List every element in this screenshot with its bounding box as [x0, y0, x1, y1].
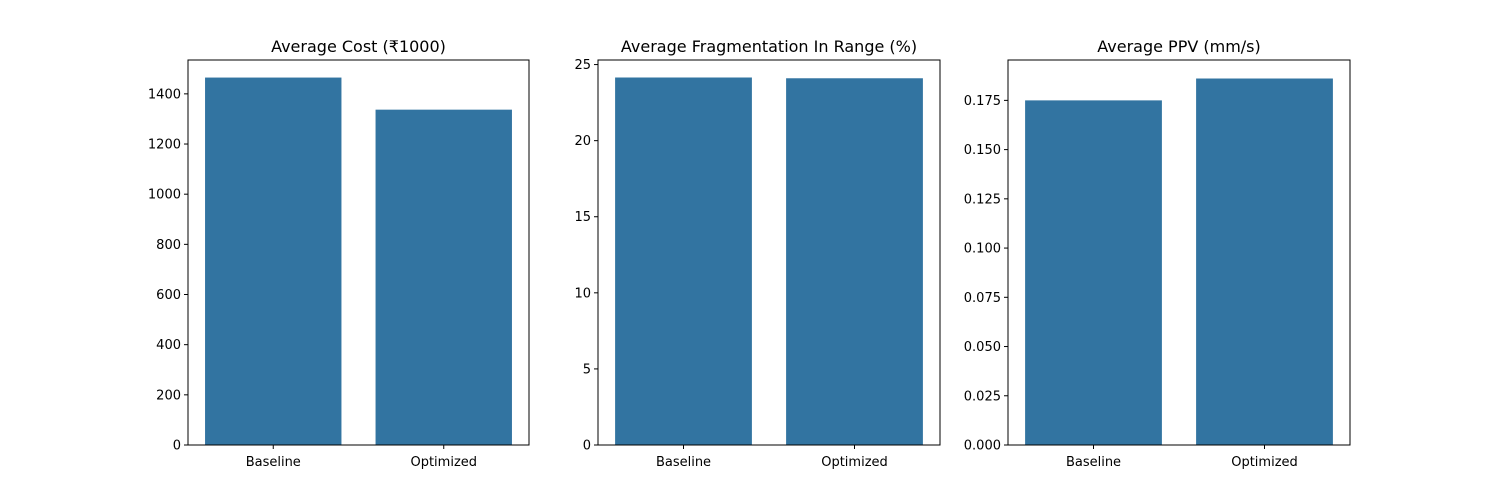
chart-panel-average-fragmentation: Average Fragmentation In Range (%) Baseli… — [574, 37, 941, 470]
y-tick-label: 5 — [583, 362, 591, 377]
bar-optimized — [786, 78, 923, 446]
y-tick-label: 15 — [574, 210, 591, 225]
y-tick-label: 0.175 — [964, 94, 1001, 109]
y-tick-label: 25 — [574, 58, 591, 73]
x-tick-label: Optimized — [410, 455, 477, 470]
y-tick-label: 600 — [156, 288, 181, 303]
plot-frame — [1007, 59, 1351, 446]
y-tick-label: 0.150 — [964, 143, 1001, 158]
x-tick-label: Optimized — [1231, 455, 1298, 470]
y-tick-label: 0 — [173, 439, 181, 454]
plot-frame — [597, 59, 941, 446]
x-tick-label: Baseline — [656, 455, 711, 470]
chart-panel-average-ppv: Average PPV (mm/s) Baseline Optimized 0.000… — [964, 37, 1351, 470]
y-tick-label: 0.050 — [964, 340, 1001, 355]
y-tick-label: 0.125 — [964, 192, 1001, 207]
y-tick-label: 1000 — [148, 188, 181, 203]
chart-title: Average Cost (₹1000) — [271, 37, 446, 56]
x-tick-label: Baseline — [1066, 455, 1121, 470]
y-tick-label: 0.075 — [964, 291, 1001, 306]
y-tick-label: 800 — [156, 238, 181, 253]
y-tick-label: 20 — [574, 134, 591, 149]
y-tick-label: 10 — [574, 286, 591, 301]
bar-baseline — [615, 77, 752, 445]
bar-optimized — [1196, 78, 1333, 445]
chart-title: Average PPV (mm/s) — [1097, 37, 1261, 56]
y-tick-label: 0 — [583, 439, 591, 454]
y-tick-label: 200 — [156, 388, 181, 403]
y-tick-label: 400 — [156, 338, 181, 353]
y-tick-label: 0.100 — [964, 242, 1001, 257]
bar-baseline — [1025, 100, 1162, 445]
bar-optimized — [375, 109, 512, 445]
bar-baseline — [205, 77, 342, 445]
y-tick-label: 0.000 — [964, 439, 1001, 454]
y-tick-label: 0.025 — [964, 389, 1001, 404]
x-tick-label: Baseline — [246, 455, 301, 470]
chart-title: Average Fragmentation In Range (%) — [621, 37, 917, 56]
y-tick-label: 1200 — [148, 138, 181, 153]
plot-frame — [187, 59, 530, 446]
x-tick-label: Optimized — [821, 455, 888, 470]
chart-panel-average-cost: Average Cost (₹1000) Baseline Optimized 0 20… — [148, 37, 530, 470]
y-tick-label: 1400 — [148, 87, 181, 102]
